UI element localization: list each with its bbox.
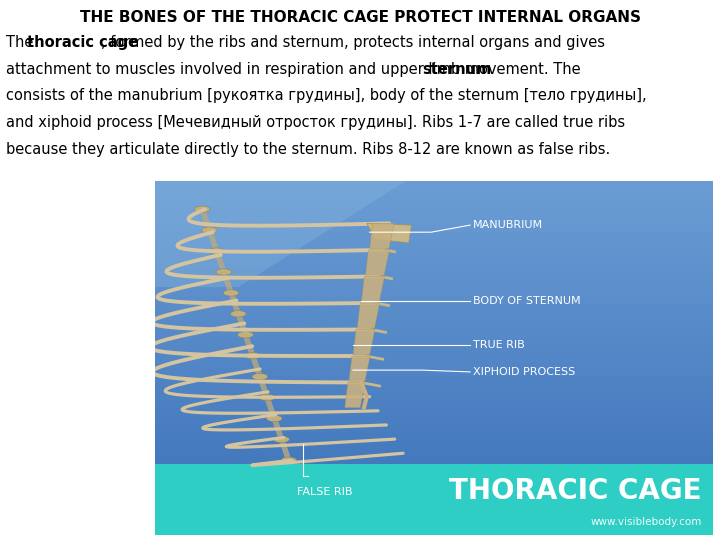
Polygon shape [155, 181, 406, 287]
Text: THE BONES OF THE THORACIC CAGE PROTECT INTERNAL ORGANS: THE BONES OF THE THORACIC CAGE PROTECT I… [79, 10, 641, 25]
Polygon shape [353, 329, 375, 355]
Polygon shape [345, 382, 365, 408]
Ellipse shape [216, 269, 232, 275]
Text: TRUE RIB: TRUE RIB [473, 340, 525, 350]
Polygon shape [369, 224, 394, 248]
Ellipse shape [230, 310, 246, 317]
Ellipse shape [238, 332, 253, 338]
Text: FALSE RIB: FALSE RIB [297, 487, 353, 497]
Text: XIPHOID PROCESS: XIPHOID PROCESS [473, 367, 575, 377]
Ellipse shape [194, 206, 210, 212]
Text: The: The [6, 35, 38, 50]
FancyBboxPatch shape [155, 464, 713, 535]
Text: , formed by the ribs and sternum, protects internal organs and gives: , formed by the ribs and sternum, protec… [101, 35, 605, 50]
Ellipse shape [245, 353, 261, 359]
Ellipse shape [209, 248, 225, 254]
Polygon shape [361, 276, 384, 302]
Text: attachment to muscles involved in respiration and upper limb movement. The: attachment to muscles involved in respir… [6, 62, 585, 77]
Ellipse shape [274, 436, 289, 443]
Text: sternum: sternum [422, 62, 491, 77]
Ellipse shape [252, 374, 268, 380]
Text: MANUBRIUM: MANUBRIUM [473, 220, 543, 230]
Polygon shape [366, 250, 390, 275]
Text: consists of the manubrium [рукоятка грудины], body of the sternum [тело грудины]: consists of the manubrium [рукоятка груд… [6, 89, 647, 104]
Text: www.visiblebody.com: www.visiblebody.com [590, 517, 702, 527]
Polygon shape [349, 356, 370, 381]
Text: and xiphoid process [Мечевидный отросток грудины]. Ribs 1-7 are called true ribs: and xiphoid process [Мечевидный отросток… [6, 116, 625, 130]
Ellipse shape [223, 290, 239, 296]
Ellipse shape [266, 415, 282, 422]
Polygon shape [367, 224, 412, 243]
Text: BODY OF STERNUM: BODY OF STERNUM [473, 296, 580, 306]
Polygon shape [357, 303, 379, 328]
Text: THORACIC CAGE: THORACIC CAGE [449, 477, 702, 505]
Ellipse shape [281, 457, 297, 463]
Ellipse shape [202, 227, 217, 233]
Text: because they articulate directly to the sternum. Ribs 8-12 are known as false ri: because they articulate directly to the … [6, 142, 611, 157]
Text: thoracic cage: thoracic cage [27, 35, 138, 50]
Ellipse shape [259, 394, 275, 401]
